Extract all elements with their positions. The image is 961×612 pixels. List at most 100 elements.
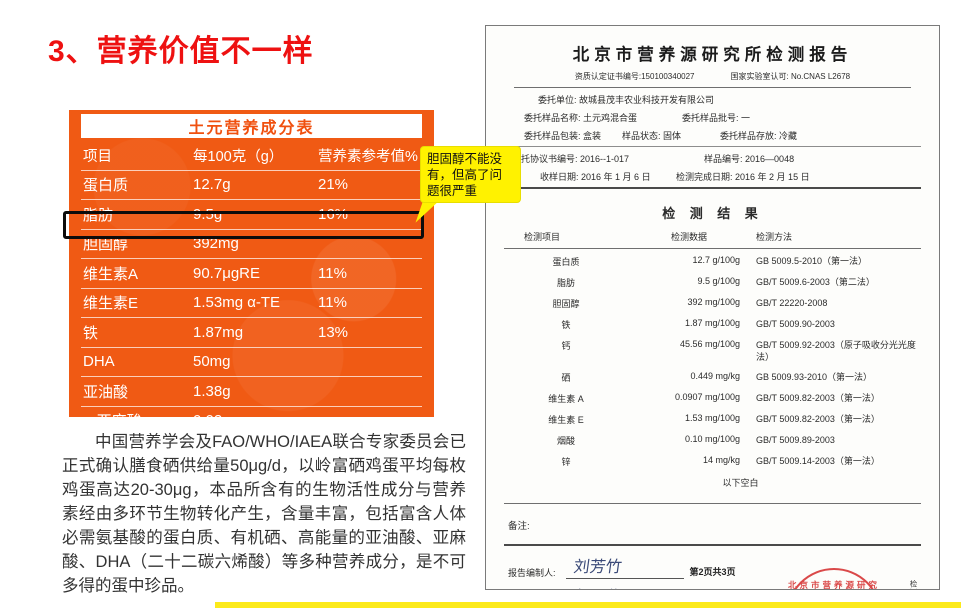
table-row: 蛋白质 12.7g 21% bbox=[81, 171, 422, 200]
result-value: 9.5 g/100g bbox=[697, 276, 740, 286]
table-row: 硒 0.449 mg/kg GB 5009.93-2010（第一法） bbox=[504, 367, 921, 388]
result-value: 45.56 mg/100g bbox=[679, 339, 740, 349]
page-title: 3、营养价值不一样 bbox=[48, 35, 314, 68]
results-table: 检测项目 检测数据 检测方法 蛋白质 12.7 g/100g GB 5009.5… bbox=[504, 224, 921, 489]
meta-agreement-pair: 委托协议书编号: 2016--1-017 bbox=[504, 152, 704, 165]
meta-package-value: 盒装 bbox=[583, 131, 602, 141]
table-row: 胆固醇 392 mg/100g GB/T 22220-2008 bbox=[504, 293, 921, 314]
table-row: 烟酸 0.10 mg/100g GB/T 5009.89-2003 bbox=[504, 430, 921, 451]
cell-item: 铁 bbox=[83, 324, 99, 342]
cell-per100g: 1.53mg α-TE bbox=[193, 294, 281, 312]
meta-sample-name-pair: 委托样品名称: 土元鸡混合蛋 bbox=[504, 111, 682, 124]
results-column-method: 检测方法 bbox=[756, 232, 793, 242]
result-item: 蛋白质 bbox=[552, 257, 580, 267]
meta-sample-no-label: 样品编号: bbox=[704, 154, 743, 164]
result-item: 锌 bbox=[561, 457, 571, 467]
divider bbox=[504, 544, 921, 546]
cell-nrv: 13% bbox=[318, 323, 349, 341]
meta-client-value: 故城县茂丰农业科技开发有限公司 bbox=[579, 95, 715, 105]
table-row: 维生素 A 0.0907 mg/100g GB/T 5009.82-2003（第… bbox=[504, 388, 921, 409]
meta-batch-pair: 委托样品批号: 一 bbox=[682, 111, 921, 124]
meta-batch-label: 委托样品批号: bbox=[682, 113, 739, 123]
test-report-document: 北京市营养源研究所检测报告 资质认定证书编号:150100340027 国家实验… bbox=[485, 25, 940, 590]
table-row: 维生素A 90.7μgRE 11% bbox=[81, 259, 422, 289]
cell-nrv: 16% bbox=[318, 205, 349, 223]
divider bbox=[504, 187, 921, 189]
result-value: 0.449 mg/kg bbox=[690, 371, 740, 381]
vertical-side-note: 检测报告专用章 bbox=[908, 580, 919, 589]
result-value: 14 mg/kg bbox=[702, 455, 740, 465]
cell-per100g: 50mg bbox=[193, 353, 231, 371]
meta-storage-label: 委托样品存放: bbox=[720, 131, 777, 141]
cell-per100g: 1.87mg bbox=[193, 323, 244, 341]
result-item: 铁 bbox=[561, 320, 571, 330]
results-blank-note: 以下空白 bbox=[722, 478, 759, 488]
table-row: α-亚麻酸 0.02g bbox=[81, 407, 422, 417]
result-item: 胆固醇 bbox=[552, 299, 580, 309]
result-method: GB/T 5009.92-2003（原子吸收分光光度法） bbox=[756, 340, 916, 362]
remarks-label: 备注: bbox=[508, 521, 530, 532]
cell-item: 维生素A bbox=[83, 265, 139, 283]
meta-storage-value: 冷藏 bbox=[779, 131, 798, 141]
divider bbox=[504, 503, 921, 504]
cell-item: 蛋白质 bbox=[83, 177, 129, 195]
lab-accreditation: 国家实验室认可: No.CNAS L2678 bbox=[730, 72, 851, 81]
results-column-item: 检测项目 bbox=[524, 232, 561, 242]
meta-package: 委托样品包装: 盒装 样品状态: 固体 委托样品存放: 冷藏 bbox=[504, 129, 921, 142]
cell-item: 胆固醇 bbox=[83, 236, 129, 254]
table-row: 亚油酸 1.38g bbox=[81, 377, 422, 407]
meta-batch-value: 一 bbox=[741, 113, 751, 123]
callout-bubble: 胆固醇不能没有，但高了问题很严重 bbox=[420, 146, 521, 203]
result-method: GB/T 5009.14-2003（第一法） bbox=[756, 456, 880, 466]
cell-per100g: 1.38g bbox=[193, 382, 231, 400]
nutrition-table-header-row: 项目 每100克（g） 营养素参考值% bbox=[81, 141, 422, 171]
result-item: 硒 bbox=[561, 373, 571, 383]
signature-prepared-line: 刘芳竹 bbox=[566, 557, 684, 579]
table-row: 铁 1.87 mg/100g GB/T 5009.90-2003 bbox=[504, 314, 921, 335]
nutrition-table-panel: 土元营养成分表 项目 每100克（g） 营养素参考值% 蛋白质 12.7g 21… bbox=[69, 110, 434, 417]
results-header-row: 检测项目 检测数据 检测方法 bbox=[504, 224, 921, 248]
table-row: 钙 45.56 mg/100g GB/T 5009.92-2003（原子吸收分光… bbox=[504, 335, 921, 367]
result-item: 烟酸 bbox=[556, 436, 575, 446]
signature-reviewed-ink: 匆阿优 bbox=[572, 583, 623, 589]
cell-nrv: 21% bbox=[318, 176, 349, 194]
bottom-accent-bar bbox=[215, 602, 961, 608]
nutrition-table: 项目 每100克（g） 营养素参考值% 蛋白质 12.7g 21% 脂肪 9.5… bbox=[81, 141, 422, 417]
cell-per100g: 90.7μgRE bbox=[193, 264, 261, 282]
meta-receive-date-label: 收样日期: bbox=[540, 172, 579, 182]
meta-package-label: 委托样品包装: bbox=[524, 131, 581, 141]
result-value: 0.10 mg/100g bbox=[684, 434, 740, 444]
result-method: GB/T 5009.6-2003（第二法） bbox=[756, 277, 875, 287]
meta-sample-no-value: 2016—0048 bbox=[745, 154, 795, 164]
cell-item: DHA bbox=[83, 353, 115, 371]
meta-sample-name-label: 委托样品名称: bbox=[524, 113, 581, 123]
signature-prepared: 报告编制人: 刘芳竹 bbox=[504, 557, 921, 579]
meta-sample-name: 委托样品名称: 土元鸡混合蛋 委托样品批号: 一 bbox=[504, 111, 921, 124]
table-row: DHA 50mg bbox=[81, 348, 422, 377]
result-item: 钙 bbox=[561, 341, 571, 351]
table-row: 锌 14 mg/kg GB/T 5009.14-2003（第一法） bbox=[504, 451, 921, 472]
result-method: GB 5009.5-2010（第一法） bbox=[756, 256, 868, 266]
cell-nrv: 11% bbox=[318, 294, 347, 312]
result-value: 12.7 g/100g bbox=[692, 255, 740, 265]
result-item: 脂肪 bbox=[556, 278, 575, 288]
meta-agreement-label: 委托协议书编号: bbox=[512, 154, 578, 164]
cell-per100g: 12.7g bbox=[193, 176, 231, 194]
meta-state-value: 固体 bbox=[663, 131, 682, 141]
table-row-cholesterol: 胆固醇 392mg bbox=[81, 230, 422, 259]
table-row: 蛋白质 12.7 g/100g GB 5009.5-2010（第一法） bbox=[504, 251, 921, 272]
meta-state-label: 样品状态: bbox=[622, 131, 661, 141]
issue-date-label: 签发日期: bbox=[716, 588, 755, 589]
meta-storage-pair: 委托样品存放: 冷藏 bbox=[720, 129, 921, 142]
meta-client: 委托单位: 故城县茂丰农业科技开发有限公司 bbox=[504, 93, 921, 106]
results-column-value: 检测数据 bbox=[670, 232, 707, 242]
signature-block: 报告编制人: 刘芳竹 报告审核人: 匆阿优 报告批准人: 杏鑫 签发日期: 20… bbox=[504, 557, 921, 589]
table-row: 铁 1.87mg 13% bbox=[81, 318, 422, 348]
result-value: 1.53 mg/100g bbox=[684, 413, 740, 423]
result-method: GB 5009.93-2010（第一法） bbox=[756, 372, 873, 382]
result-method: GB/T 5009.89-2003 bbox=[756, 435, 835, 445]
report-page-footer: 第2页共3页 bbox=[689, 567, 736, 577]
result-value: 1.87 mg/100g bbox=[684, 318, 740, 328]
report-certification-line: 资质认定证书编号:150100340027 国家实验室认可: No.CNAS L… bbox=[504, 71, 921, 82]
divider bbox=[504, 146, 921, 147]
